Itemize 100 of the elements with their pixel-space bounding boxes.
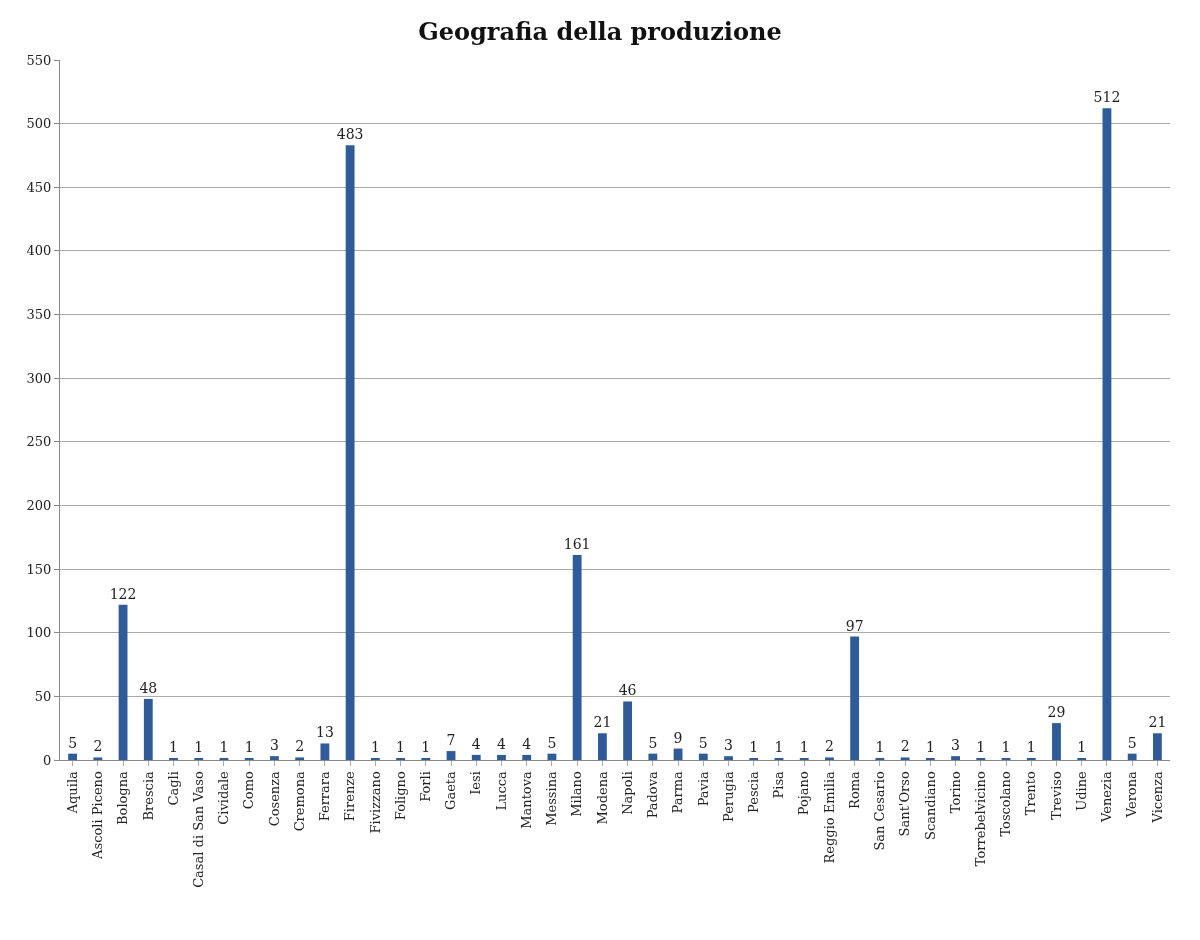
data-label: 4 — [522, 735, 532, 752]
x-tick-label: Lucca — [493, 770, 509, 811]
y-tick-label: 300 — [26, 370, 52, 386]
data-label: 1 — [421, 739, 431, 755]
y-tick-label: 0 — [43, 752, 52, 768]
y-tick-label: 150 — [26, 561, 52, 577]
x-tick-label: Cosenza — [266, 770, 282, 827]
x-tick-label: Brescia — [140, 770, 156, 821]
bar — [698, 753, 708, 760]
data-label: 1 — [1001, 739, 1011, 755]
x-tick-label: Firenze — [342, 770, 358, 822]
data-label: 46 — [618, 682, 637, 699]
data-label: 29 — [1047, 704, 1066, 721]
data-label: 4 — [471, 735, 481, 752]
bar — [497, 754, 506, 760]
data-label: 1 — [396, 739, 406, 755]
data-label: 2 — [93, 738, 103, 755]
bar — [471, 754, 481, 760]
data-label: 97 — [845, 617, 864, 634]
data-label: 1 — [1077, 739, 1087, 755]
x-tick-label: Verona — [1124, 770, 1140, 819]
bar — [68, 753, 78, 760]
x-tick-label: Mantova — [518, 770, 534, 829]
bar — [93, 757, 103, 760]
x-tick-label: Reggio Emilia — [821, 770, 837, 864]
data-label: 3 — [724, 737, 733, 754]
x-tick-label: Forli — [418, 771, 434, 802]
data-label: 21 — [593, 714, 612, 731]
data-label: 4 — [496, 735, 506, 752]
x-tick-label: Ascoli Piceno — [90, 771, 106, 860]
y-tick-label: 200 — [26, 498, 52, 513]
bar — [1127, 753, 1137, 760]
data-label: 1 — [1026, 739, 1036, 755]
data-label: 5 — [547, 734, 557, 751]
data-label: 483 — [336, 126, 364, 143]
bar — [1152, 733, 1162, 760]
bar — [724, 756, 733, 760]
data-label: 5 — [1127, 734, 1137, 751]
data-label: 3 — [269, 737, 279, 754]
x-tick-label: Toscolano — [998, 771, 1014, 837]
data-label: 512 — [1093, 89, 1121, 106]
data-label: 122 — [109, 585, 137, 602]
data-label: 1 — [976, 739, 986, 755]
data-label: 1 — [925, 739, 935, 755]
y-tick-label: 100 — [26, 625, 52, 641]
data-label: 2 — [824, 738, 834, 755]
x-tick-label: Bologna — [115, 770, 131, 826]
x-tick-label: Pavia — [695, 770, 711, 807]
x-tick-label: Ferrara — [317, 770, 333, 822]
x-tick-label: Treviso — [1048, 771, 1064, 820]
y-tick-label: 50 — [34, 688, 52, 704]
y-tick-label: 500 — [26, 116, 52, 132]
data-label: 2 — [295, 738, 305, 755]
x-tick-label: Pescia — [745, 770, 761, 813]
chart-title: Geografia della produzione — [418, 17, 782, 47]
data-label: 5 — [698, 734, 708, 751]
bar — [951, 756, 960, 760]
x-tick-label: Milano — [569, 771, 585, 817]
x-tick-label: Perugia — [720, 770, 736, 822]
x-tick-label: Cagli — [165, 771, 181, 806]
bar — [522, 754, 532, 760]
data-label: 1 — [194, 739, 204, 755]
x-tick-label: Roma — [846, 770, 862, 809]
x-tick-label: Modena — [594, 770, 610, 825]
data-label: 1 — [169, 739, 178, 755]
x-tick-label: Torrebelvicino — [973, 771, 989, 867]
data-label: 7 — [446, 732, 456, 749]
x-tick-label: Casal di San Vaso — [190, 771, 206, 888]
x-tick-label: Trento — [1023, 771, 1039, 816]
data-label: 1 — [774, 739, 784, 755]
data-label: 21 — [1148, 714, 1167, 731]
data-label: 5 — [68, 734, 78, 751]
x-tick-label: Gaeta — [443, 770, 459, 811]
bar — [345, 145, 355, 760]
bar — [1102, 108, 1112, 760]
x-tick-label: San Cesario — [872, 771, 888, 851]
data-label: 1 — [875, 739, 885, 755]
data-label: 1 — [370, 739, 380, 755]
bar — [825, 757, 834, 760]
bar — [295, 757, 305, 760]
x-tick-label: Venezia — [1099, 770, 1115, 823]
x-tick-label: Iesi — [468, 771, 484, 795]
y-tick-label: 400 — [26, 243, 52, 259]
x-tick-label: Vicenza — [1149, 770, 1165, 824]
data-label: 1 — [219, 739, 229, 755]
bar — [143, 698, 153, 760]
y-tick-label: 350 — [26, 307, 52, 323]
data-label: 161 — [563, 536, 591, 553]
bar — [850, 636, 860, 760]
x-tick-label: Torino — [947, 771, 963, 814]
bar — [320, 743, 330, 760]
x-tick-label: Foligno — [392, 771, 408, 821]
x-tick-label: Scandiano — [922, 771, 938, 840]
data-label: 1 — [799, 739, 809, 755]
x-tick-label: Cremona — [291, 770, 307, 832]
y-tick-label: 450 — [26, 179, 52, 195]
bar — [597, 733, 607, 760]
bar — [648, 753, 658, 760]
data-label: 9 — [673, 729, 683, 746]
x-tick-label: Sant'Orso — [897, 771, 913, 837]
